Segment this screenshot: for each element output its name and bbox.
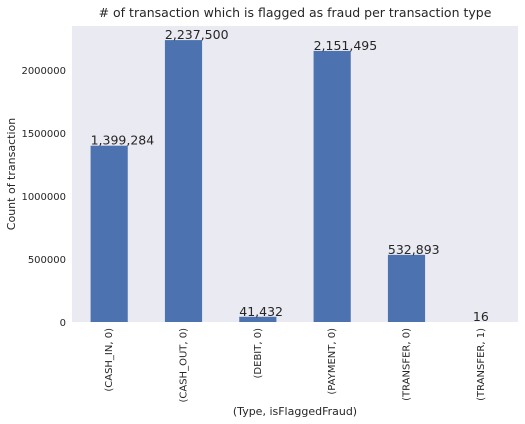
x-tick-label-3: (PAYMENT, 0) xyxy=(327,328,338,395)
x-tick-label-5: (TRANSFER, 1) xyxy=(476,328,487,401)
data-label-5: 16 xyxy=(473,309,489,324)
x-tick-label-4: (TRANSFER, 0) xyxy=(402,328,413,401)
x-tick-label-0: (CASH_IN, 0) xyxy=(104,328,115,392)
plot-area xyxy=(72,26,518,322)
bar-0 xyxy=(90,145,128,322)
x-axis-label: (Type, isFlaggedFraud) xyxy=(233,405,357,418)
y-tick-label-0: 0 xyxy=(60,318,66,329)
y-tick-label-2: 1000000 xyxy=(21,192,66,203)
y-tick-label-3: 1500000 xyxy=(21,129,66,140)
y-axis-label: Count of transaction xyxy=(5,118,18,230)
bar-1 xyxy=(164,40,203,322)
data-label-3: 2,151,495 xyxy=(314,38,378,53)
bar-2 xyxy=(239,316,277,322)
chart-title: # of transaction which is flagged as fra… xyxy=(99,5,492,20)
bar-3 xyxy=(313,50,351,322)
x-tick-label-2: (DEBIT, 0) xyxy=(253,328,264,379)
x-tick-label-1: (CASH_OUT, 0) xyxy=(179,328,190,403)
y-tick-label-1: 500000 xyxy=(28,255,66,266)
data-label-4: 532,893 xyxy=(388,242,440,257)
data-label-2: 41,432 xyxy=(239,304,283,319)
data-label-1: 2,237,500 xyxy=(165,27,229,42)
y-tick-label-4: 2000000 xyxy=(21,66,66,77)
bar-4 xyxy=(387,254,426,322)
data-label-0: 1,399,284 xyxy=(91,133,155,148)
